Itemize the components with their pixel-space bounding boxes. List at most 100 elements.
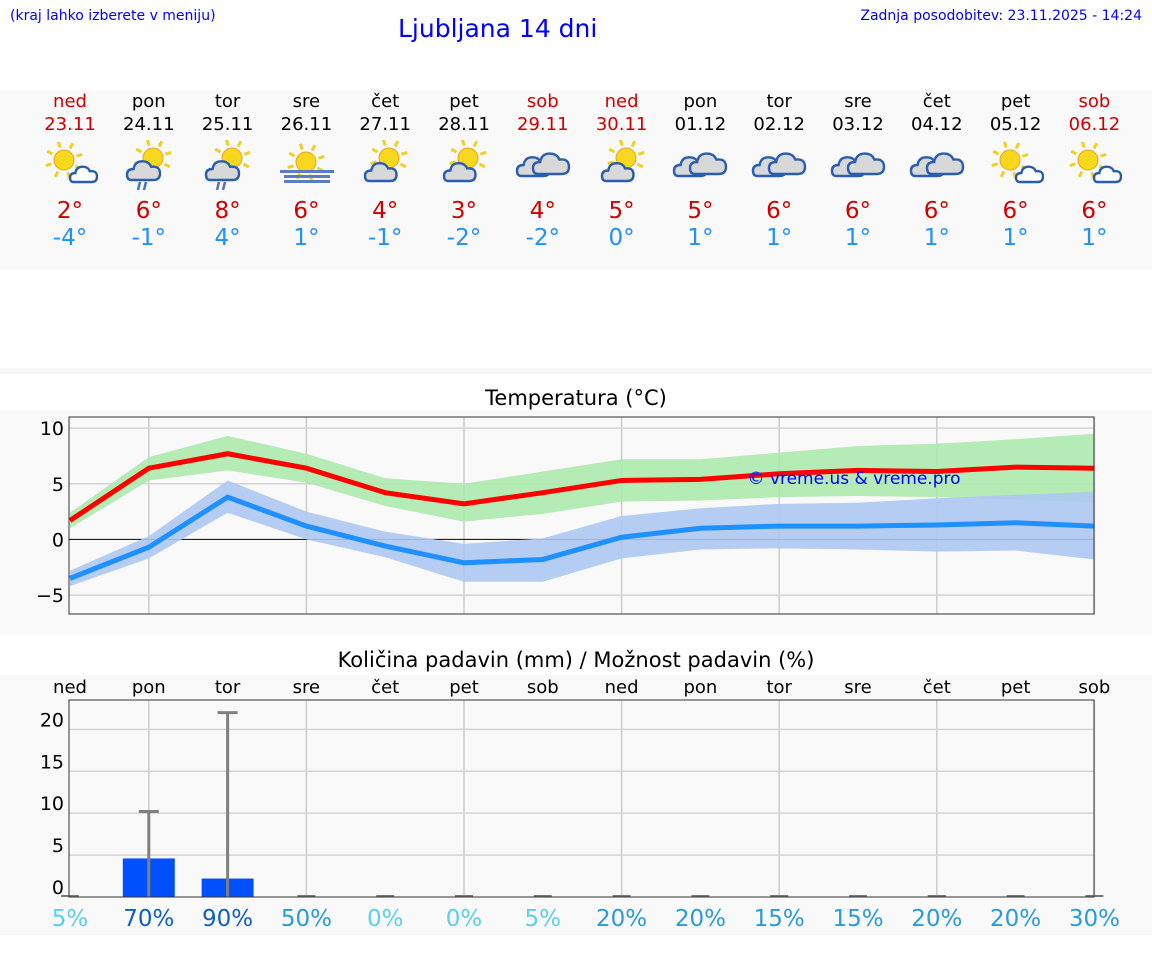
day-name: pon bbox=[683, 91, 718, 112]
day-date: 04.12 bbox=[911, 114, 963, 135]
min-temp: 1° bbox=[1081, 225, 1108, 251]
day-forecast: sre 03.12 6° 1° bbox=[819, 90, 897, 252]
precip-probability: 50% bbox=[281, 906, 332, 932]
x-tick-label: tor bbox=[215, 677, 241, 698]
day-name: pet bbox=[1000, 91, 1031, 112]
plot-frame bbox=[68, 416, 1095, 615]
day-forecast: čet 27.11 4° -1° bbox=[346, 90, 424, 252]
max-temp: 6° bbox=[766, 198, 793, 224]
x-tick-label: pet bbox=[1001, 677, 1031, 698]
y-tick-label: 15 bbox=[40, 751, 64, 773]
precipitation-chart-title: Količina padavin (mm) / Možnost padavin … bbox=[337, 648, 815, 672]
day-name: sob bbox=[1078, 91, 1111, 112]
max-temp: 5° bbox=[608, 198, 635, 224]
plot-area bbox=[69, 700, 1094, 897]
day-forecast: sob 29.11 4° -2° bbox=[504, 90, 582, 252]
max-temp: 4° bbox=[529, 198, 556, 224]
day-date: 24.11 bbox=[123, 114, 175, 135]
sun-cloud-icon bbox=[442, 140, 487, 183]
day-forecast: pon 01.12 5° 1° bbox=[661, 90, 739, 252]
day-date: 28.11 bbox=[438, 114, 490, 135]
day-name: ned bbox=[53, 91, 87, 112]
sun-small-cloud-icon bbox=[1069, 141, 1123, 184]
x-tick-label: čet bbox=[371, 677, 399, 698]
max-temp: 3° bbox=[450, 198, 478, 224]
x-tick-label: sob bbox=[527, 677, 559, 698]
day-date: 06.12 bbox=[1068, 114, 1121, 135]
precip-probability: 20% bbox=[911, 906, 962, 932]
day-name: pon bbox=[131, 91, 166, 112]
precip-probability: 20% bbox=[990, 906, 1041, 932]
y-tick-label: 20 bbox=[40, 709, 64, 731]
day-forecast: ned 23.11 2° -4° bbox=[31, 90, 109, 252]
cloudy-icon bbox=[909, 152, 964, 178]
day-name: sob bbox=[526, 91, 559, 112]
max-temp: 6° bbox=[135, 198, 162, 224]
max-temp: 6° bbox=[293, 198, 320, 224]
min-temp: 4° bbox=[214, 225, 241, 251]
day-date: 01.12 bbox=[674, 114, 727, 135]
y-tick-label: 10 bbox=[40, 793, 64, 815]
min-temp-line bbox=[69, 494, 1095, 581]
y-tick-label: 0 bbox=[52, 529, 64, 551]
y-tick-label: −5 bbox=[36, 585, 64, 607]
page-title: Ljubljana 14 dni bbox=[398, 14, 598, 43]
cloudy-icon bbox=[673, 152, 728, 178]
max-temp-line bbox=[68, 451, 1095, 523]
divider bbox=[0, 368, 1152, 374]
day-name: pet bbox=[449, 91, 479, 112]
watermark: © vreme.us & vreme.pro bbox=[747, 469, 960, 489]
y-tick-label: 5 bbox=[52, 474, 64, 496]
day-date: 23.11 bbox=[44, 114, 96, 135]
min-temp: -2° bbox=[446, 225, 482, 251]
plot-frame bbox=[68, 699, 1095, 898]
precip-probability: 70% bbox=[123, 906, 174, 932]
day-forecast: pon 24.11 6° -1° bbox=[110, 90, 188, 252]
x-tick-label: sob bbox=[1078, 677, 1110, 698]
day-forecast: sob 06.12 6° 1° bbox=[1055, 90, 1133, 252]
x-tick-label: čet bbox=[923, 677, 951, 698]
precip-probability: 20% bbox=[596, 906, 647, 932]
day-name: čet bbox=[371, 91, 400, 112]
day-date: 02.12 bbox=[753, 114, 805, 135]
x-tick-label: tor bbox=[766, 677, 792, 698]
precip-probability: 90% bbox=[202, 906, 253, 932]
max-temp: 4° bbox=[372, 198, 399, 224]
precip-probability: 0% bbox=[446, 906, 483, 932]
max-temp: 8° bbox=[214, 198, 241, 224]
x-tick-label: pon bbox=[132, 677, 166, 698]
day-date: 03.12 bbox=[832, 114, 884, 135]
day-forecast: tor 25.11 8° 4° bbox=[189, 90, 267, 252]
max-temp-band bbox=[70, 433, 1095, 529]
y-tick-label: 10 bbox=[40, 418, 64, 440]
min-temp-band bbox=[70, 480, 1095, 587]
precip-probability: 30% bbox=[1069, 906, 1120, 932]
y-tick-label: 0 bbox=[52, 877, 64, 899]
max-temp: 6° bbox=[844, 198, 872, 224]
cloudy-icon bbox=[830, 152, 886, 178]
daily-forecast-strip: ned 23.11 2° -4° pon 24.11 6° -1° tor 25.11 8° 4° sr… bbox=[0, 90, 1152, 270]
x-tick-label: pon bbox=[683, 677, 717, 698]
precipitation-chart: 20 15 10 5 0 ned 5% pon 70% tor 90% sre 50% čet 0% pet 0… bbox=[0, 675, 1152, 935]
precip-probability: 15% bbox=[832, 906, 883, 932]
temperature-chart: 10 5 0 −5 © vreme.us & vreme.pro bbox=[0, 410, 1152, 635]
day-forecast: pet 28.11 3° -2° bbox=[425, 90, 503, 252]
sun-small-cloud-icon bbox=[990, 141, 1044, 184]
day-name: tor bbox=[766, 91, 792, 112]
day-name: sre bbox=[292, 91, 321, 112]
min-temp: 1° bbox=[293, 225, 320, 251]
x-tick-label: ned bbox=[53, 677, 87, 698]
min-temp: 0° bbox=[608, 225, 635, 251]
day-date: 29.11 bbox=[517, 114, 569, 135]
day-date: 26.11 bbox=[280, 114, 333, 135]
sun-cloud-icon bbox=[600, 140, 645, 183]
day-date: 25.11 bbox=[201, 114, 254, 135]
x-tick-label: sre bbox=[844, 677, 871, 698]
day-forecast: ned 30.11 5° 0° bbox=[583, 90, 661, 252]
day-forecast: tor 02.12 6° 1° bbox=[740, 90, 818, 252]
day-forecast: pet 05.12 6° 1° bbox=[977, 90, 1055, 252]
temperature-chart-title: Temperatura (°C) bbox=[485, 386, 667, 410]
day-date: 05.12 bbox=[989, 114, 1042, 135]
precip-probability: 15% bbox=[754, 906, 805, 932]
x-tick-label: pet bbox=[449, 677, 479, 698]
